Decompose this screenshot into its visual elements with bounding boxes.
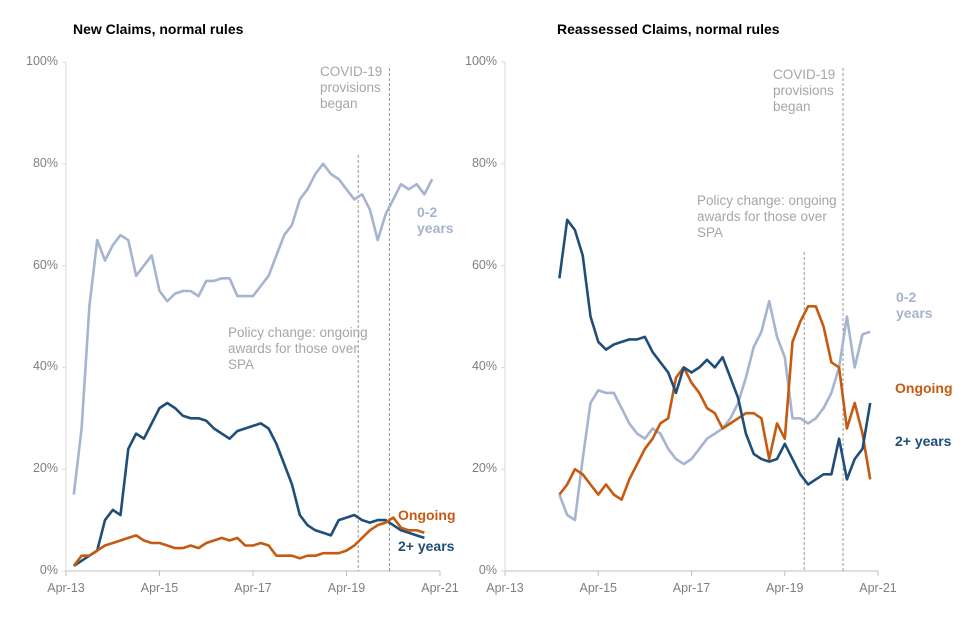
chart-title: Reassessed Claims, normal rules (557, 21, 780, 37)
event-annotation: Policy change: ongoing awards for those … (228, 325, 368, 372)
event-annotation: COVID-19 provisions began (320, 64, 383, 111)
x-tick-label: Apr-19 (765, 581, 804, 595)
chart-title: New Claims, normal rules (73, 21, 244, 37)
series-label: 2+ years (398, 538, 455, 554)
y-tick-label: 60% (471, 257, 497, 272)
series-label: Ongoing (398, 507, 456, 523)
series-label: 0-2 years (417, 204, 454, 236)
y-tick-label: 0% (39, 563, 58, 577)
y-tick-label: 100% (26, 54, 58, 68)
x-tick-label: Apr-19 (327, 581, 366, 595)
event-annotation: COVID-19 provisions began (773, 67, 836, 114)
event-annotation: Policy change: ongoing awards for those … (697, 193, 837, 240)
y-tick-label: 100% (465, 54, 497, 68)
y-tick-label: 60% (32, 257, 58, 272)
y-tick-label: 40% (471, 359, 497, 374)
y-tick-label: 80% (32, 155, 58, 170)
y-tick-label: 0% (478, 563, 497, 577)
x-tick-label: Apr-17 (672, 581, 711, 595)
x-tick-label: Apr-21 (859, 581, 897, 595)
y-tick-label: 80% (471, 155, 497, 170)
y-tick-label: 20% (471, 461, 497, 476)
series-line (72, 162, 434, 495)
x-tick-label: Apr-13 (486, 581, 524, 595)
series-line (558, 305, 872, 501)
series-label: 2+ years (895, 433, 952, 449)
y-tick-label: 40% (32, 359, 58, 374)
series-line (72, 516, 425, 567)
series-label: Ongoing (895, 380, 953, 396)
series-line (558, 218, 872, 486)
x-tick-label: Apr-13 (47, 581, 85, 595)
x-tick-label: Apr-21 (421, 581, 459, 595)
x-tick-label: Apr-15 (579, 581, 618, 595)
x-tick-label: Apr-15 (140, 581, 179, 595)
series-line (73, 401, 425, 567)
y-tick-label: 20% (32, 461, 58, 476)
series-label: 0-2 years (896, 289, 933, 321)
x-tick-label: Apr-17 (234, 581, 272, 595)
series-line (558, 299, 871, 522)
